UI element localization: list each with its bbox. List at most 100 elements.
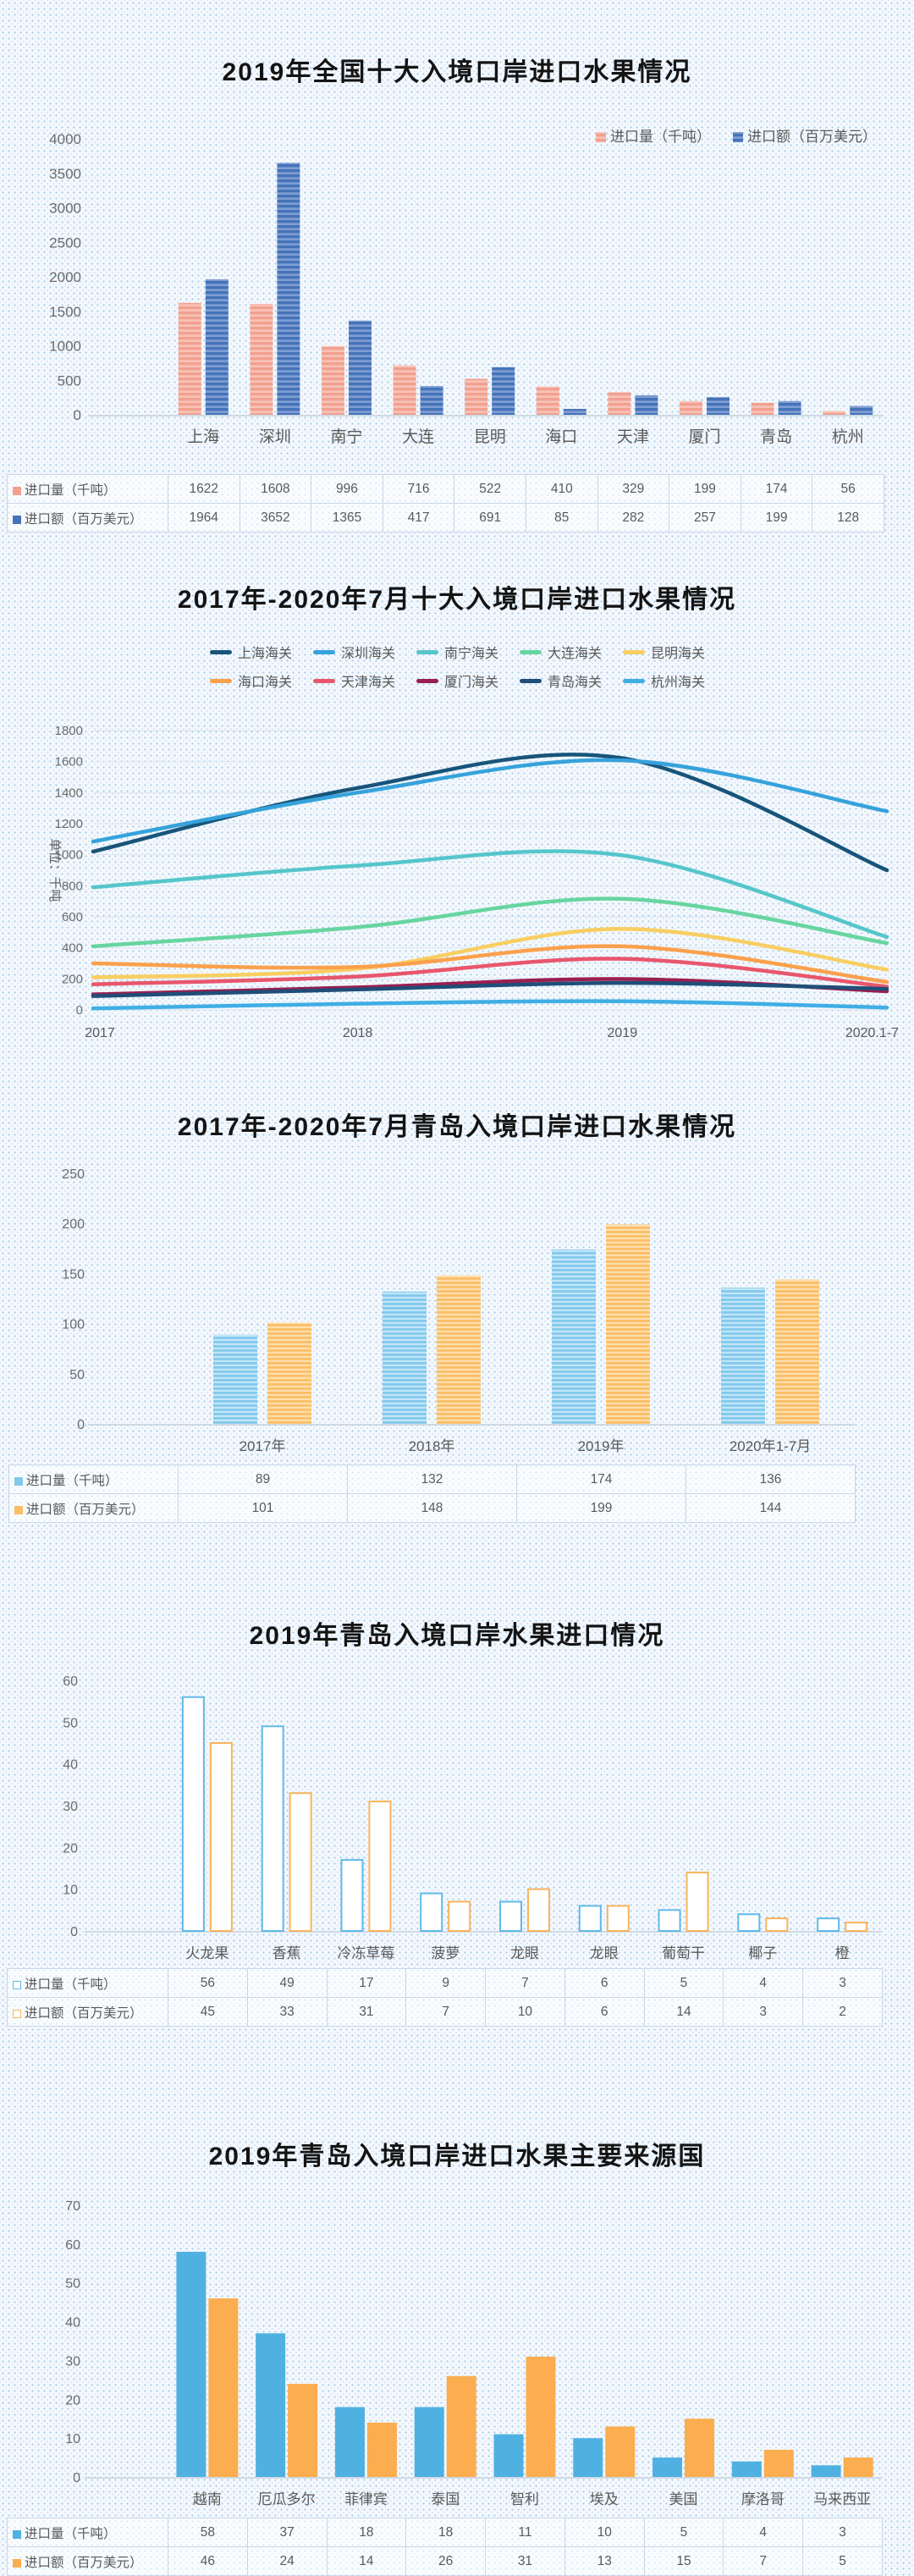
bar (658, 1909, 681, 1933)
y-tick-label: 30 (63, 1800, 78, 1814)
section-trend-top10: 2017年-2020年7月十大入境口岸进口水果情况 上海海关 深圳海关 南宁海关 大连… (0, 532, 914, 1063)
table-cell: 1608 (239, 474, 312, 504)
table-cell: 9 (405, 1968, 487, 1998)
bar (843, 2457, 873, 2477)
table-cell: 45 (168, 1997, 248, 2027)
line-series (91, 999, 889, 1011)
table-cell: 3 (802, 1968, 883, 1998)
table-row-label: 进口量（千吨） (7, 474, 168, 504)
table-cell: 148 (347, 1493, 517, 1523)
x-category-label: 菠萝 (431, 1945, 460, 1961)
table-cell: 31 (485, 2546, 565, 2576)
series-swatch-icon (14, 1505, 23, 1514)
table-cell: 7 (405, 1997, 487, 2027)
table-row: 进口额（百万美元） 46 24 14 26 31 13 15 7 5 (7, 2546, 883, 2576)
bar (349, 320, 372, 415)
y-tick-label: 0 (73, 2471, 80, 2485)
chart-title-qingdao-trend: 2017年-2020年7月青岛入境口岸进口水果情况 (177, 1113, 737, 1141)
x-category-label: 厦门 (688, 427, 720, 446)
line-series (91, 758, 889, 844)
legend-line-swatch (623, 679, 645, 683)
y-tick-label: 500 (58, 372, 81, 389)
bar-chart-svg: 0 10 20 30 40 50 60 70 越南 厄瓜多尔 菲律宾 泰国 智利 埃及 美国 摩洛哥 马来西亚 (65, 2199, 882, 2507)
legend-line-swatch (313, 650, 335, 654)
chart-canvas-qingdao-origins: 0 10 20 30 40 50 60 70 越南 厄瓜多尔 菲律宾 泰国 智利 埃及 美国 摩洛哥 马来西亚进… (0, 2193, 914, 2576)
chart-canvas-national-2019: 0 500 1000 1500 2000 2500 3000 3500 4000 上海 深圳 南宁 大连… (0, 108, 914, 532)
table-cell: 37 (246, 2518, 328, 2547)
y-tick-label: 40 (63, 1758, 78, 1773)
y-tick-label: 1400 (55, 786, 83, 800)
y-tick-label: 4000 (49, 131, 81, 147)
line-series (91, 849, 889, 940)
x-category-label: 摩洛哥 (741, 2491, 785, 2507)
bar (437, 1275, 481, 1424)
table-cell: 4 (723, 1968, 804, 1998)
y-tick-label: 200 (62, 972, 83, 986)
series-swatch-icon (13, 2009, 21, 2018)
bar (751, 402, 774, 415)
x-category-label: 椰子 (748, 1945, 777, 1961)
table-cell: 1365 (311, 503, 383, 532)
bar (707, 397, 730, 415)
y-tick-label: 60 (65, 2238, 80, 2253)
table-row-label: 进口额（百万美元） (8, 1493, 179, 1523)
legend-label: 杭州海关 (651, 675, 705, 690)
table-cell: 10 (564, 2518, 645, 2547)
y-tick-label: 1600 (55, 755, 83, 769)
table-cell: 6 (564, 1968, 645, 1998)
bar (578, 1905, 602, 1932)
chart-canvas-trend-top10: 上海海关 深圳海关 南宁海关 大连海关 昆明海关 海口海关 天津海关 厦门海关 青岛海关 杭州海关… (0, 636, 914, 1063)
y-tick-label: 1500 (49, 304, 81, 320)
bar (420, 1892, 443, 1933)
chart-data-table: 进口量（千吨） 1622 1608 996 716 522 410 329 199 174 56 进口… (7, 474, 884, 532)
table-cell: 18 (405, 2518, 487, 2547)
line-series (91, 753, 889, 873)
bar (721, 1287, 765, 1424)
bar (737, 1913, 761, 1932)
bar (334, 2407, 365, 2477)
y-tick-label: 0 (76, 1003, 83, 1018)
x-category-label: 智利 (510, 2491, 539, 2507)
table-row-label: 进口量（千吨） (7, 2518, 168, 2547)
bar (536, 386, 559, 415)
bar (573, 2438, 603, 2477)
bar (685, 2419, 715, 2477)
bar (322, 345, 344, 415)
legend-swatch (596, 132, 606, 142)
bar (465, 378, 488, 415)
section-qingdao-origins: 2019年青岛入境口岸进口水果主要来源国 0 10 20 30 40 50 60 70 越南 厄瓜… (0, 2027, 914, 2576)
table-row: 进口量（千吨） 1622 1608 996 716 522 410 329 199 174 56 (7, 474, 884, 504)
legend-line-swatch (313, 679, 335, 683)
table-cell: 5 (643, 2518, 724, 2547)
bar (763, 2449, 794, 2477)
chart-canvas-qingdao-fruits: 0 10 20 30 40 50 60 火龙果 香蕉 冷冻草莓 菠萝 龙眼 龙眼 葡萄干 椰子 橙进口量（千吨… (0, 1672, 914, 2027)
table-cell: 49 (246, 1968, 328, 1998)
bar (608, 392, 631, 415)
y-tick-label: 800 (62, 879, 83, 893)
table-cell: 46 (168, 2546, 248, 2576)
table-cell: 199 (740, 503, 813, 532)
bar (775, 1279, 819, 1424)
table-row: 进口量（千吨） 56 49 17 9 7 6 5 4 3 (7, 1968, 883, 1998)
table-cell: 3 (723, 1997, 804, 2027)
bar (526, 2356, 556, 2477)
x-category-label: 厄瓜多尔 (258, 2491, 316, 2507)
table-cell: 1964 (168, 503, 240, 532)
table-cell: 15 (643, 2546, 724, 2576)
legend-label: 进口量（千吨） (610, 129, 711, 145)
legend-line-swatch (210, 650, 232, 654)
x-category-label: 泰国 (431, 2491, 460, 2507)
bar (250, 303, 273, 415)
series-swatch-icon (13, 486, 21, 495)
x-category-label: 龙眼 (510, 1945, 539, 1961)
y-tick-label: 70 (65, 2199, 80, 2214)
series-swatch-icon (13, 2529, 21, 2539)
y-tick-label: 20 (65, 2393, 80, 2408)
table-cell: 691 (454, 503, 526, 532)
x-category-label: 葡萄干 (662, 1945, 705, 1961)
y-tick-label: 150 (62, 1267, 85, 1282)
table-cell: 17 (326, 1968, 407, 1998)
y-tick-label: 0 (77, 1418, 85, 1432)
bar (686, 1871, 709, 1932)
table-cell: 33 (246, 1997, 328, 2027)
